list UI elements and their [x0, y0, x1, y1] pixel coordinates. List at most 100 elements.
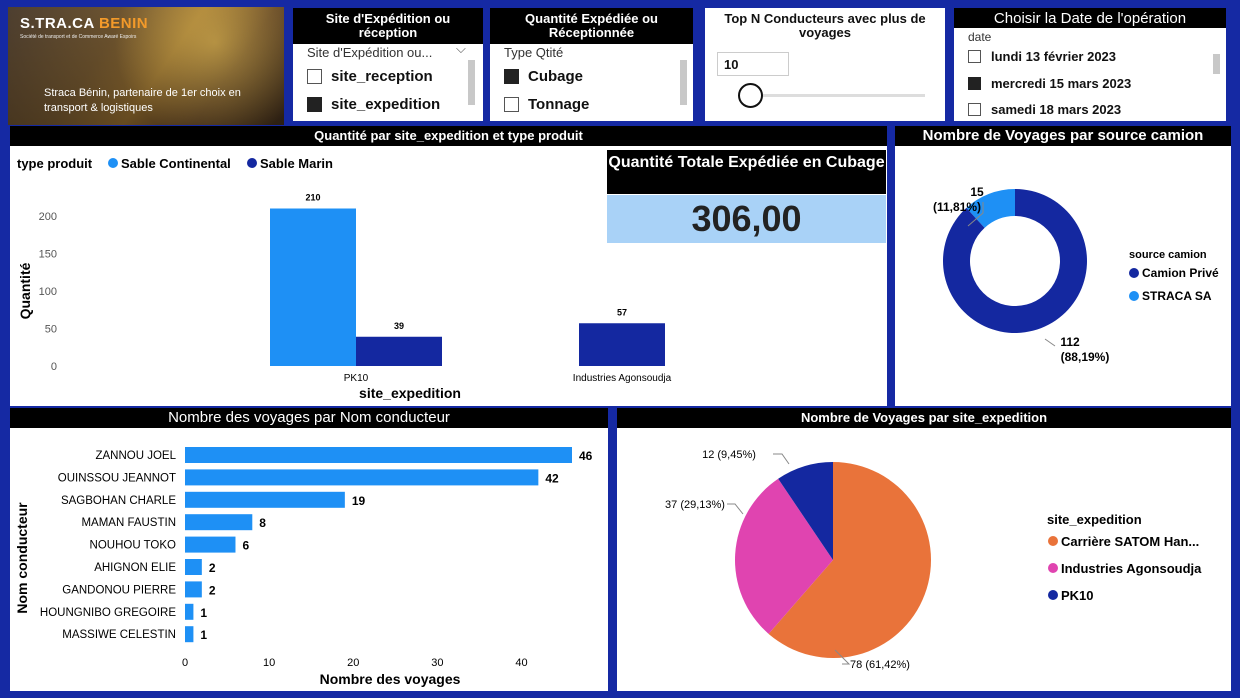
- quantity-by-site-chart-panel: Quantité par site_expedition et type pro…: [10, 126, 887, 406]
- x-tick-label: 20: [347, 657, 359, 669]
- legend-marker: [1129, 291, 1139, 301]
- bar[interactable]: [270, 208, 356, 367]
- data-label: 46: [579, 449, 593, 463]
- legend-label: PK10: [1061, 588, 1094, 603]
- bar[interactable]: [579, 323, 665, 366]
- data-label: 12 (9,45%): [702, 449, 756, 461]
- brand-subtitle: Société de transport et de Commerce Awar…: [20, 34, 137, 40]
- option-label: Tonnage: [528, 96, 590, 113]
- x-tick-label: 10: [263, 657, 275, 669]
- brand-suffix: BENIN: [98, 15, 149, 32]
- bar[interactable]: [185, 536, 236, 553]
- data-label: 6: [242, 539, 249, 553]
- top-n-value-input[interactable]: 10: [717, 52, 789, 76]
- legend-title: type produit: [17, 156, 93, 171]
- checkbox-checked-icon[interactable]: [307, 97, 322, 112]
- date-option[interactable]: samedi 18 mars 2023: [968, 102, 1121, 117]
- leader-line: [1044, 338, 1056, 347]
- data-label: 210: [305, 193, 320, 203]
- site-pie-chart: 12 (9,45%) 37 (29,13%) 78 (61,42%) site_…: [665, 449, 1202, 671]
- x-axis-label: Nombre des voyages: [320, 671, 461, 687]
- checkbox-icon[interactable]: [307, 69, 322, 84]
- leader-line: [773, 453, 790, 465]
- legend-title: source camion: [1129, 249, 1207, 261]
- legend-marker: [1048, 563, 1058, 573]
- legend-label: STRACA SA: [1142, 289, 1212, 303]
- option-label: mercredi 15 mars 2023: [991, 76, 1132, 91]
- x-tick-label: 40: [515, 657, 527, 669]
- checkbox-checked-icon[interactable]: [968, 77, 981, 90]
- chevron-down-icon[interactable]: ⌵: [456, 41, 466, 56]
- date-slicer-title: Choisir la Date de l'opération: [954, 8, 1226, 28]
- bar[interactable]: [356, 336, 442, 366]
- legend-label: Sable Marin: [260, 156, 333, 171]
- bar[interactable]: [185, 469, 539, 486]
- y-tick-label: OUINSSOU JEANNOT: [58, 472, 176, 484]
- site-option-expedition[interactable]: site_expedition: [307, 96, 440, 113]
- kpi-value: 306,00: [607, 195, 886, 243]
- data-label: 15: [970, 185, 984, 199]
- checkbox-icon[interactable]: [504, 97, 519, 112]
- site-option-reception[interactable]: site_reception: [307, 68, 433, 85]
- brand-name: S.TRA.CA BENIN: [20, 15, 148, 32]
- legend-marker: [1048, 590, 1058, 600]
- chart-title: Nombre de Voyages par site_expedition: [617, 408, 1231, 428]
- data-label: 8: [259, 516, 266, 530]
- company-logo-banner: S.TRA.CA BENIN Société de transport et d…: [8, 7, 284, 125]
- top-n-slider-handle[interactable]: [738, 83, 763, 108]
- legend-marker: [247, 158, 257, 168]
- date-option[interactable]: lundi 13 février 2023: [968, 49, 1116, 64]
- site-slicer: Site d'Expédition ou réception Site d'Ex…: [293, 8, 483, 121]
- quantity-slicer-title: Quantité Expédiée ou Réceptionnée: [490, 8, 693, 44]
- donut-slice[interactable]: [966, 189, 1015, 228]
- checkbox-checked-icon[interactable]: [504, 69, 519, 84]
- option-label: Cubage: [528, 68, 584, 85]
- x-tick-label: Industries Agonsoudja: [573, 373, 672, 384]
- checkbox-icon[interactable]: [968, 50, 981, 63]
- data-label: 2: [209, 561, 216, 575]
- pie-slice[interactable]: [768, 462, 931, 658]
- site-slicer-header[interactable]: Site d'Expédition ou...: [307, 45, 433, 60]
- x-tick-label: 0: [182, 657, 188, 669]
- legend-marker: [1129, 268, 1139, 278]
- voyages-by-site-panel: Nombre de Voyages par site_expedition 12…: [617, 408, 1231, 691]
- y-axis-label: Quantité: [17, 262, 33, 319]
- bar[interactable]: [185, 491, 345, 508]
- legend-label: Camion Privé: [1142, 266, 1219, 280]
- kpi-title: Quantité Totale Expédiée en Cubage: [608, 154, 885, 171]
- chart-title: Nombre de Voyages par source camion: [895, 126, 1231, 146]
- bar[interactable]: [185, 447, 572, 463]
- data-label: 2: [209, 583, 216, 597]
- chart-title: Nombre des voyages par Nom conducteur: [10, 408, 608, 428]
- brand-tagline: Straca Bénin, partenaire de 1er choix en…: [44, 87, 241, 114]
- checkbox-icon[interactable]: [968, 103, 981, 116]
- qty-option-cubage[interactable]: Cubage: [504, 68, 583, 85]
- y-tick-label: SAGBOHAN CHARLE: [61, 495, 176, 507]
- leader-line: [727, 503, 744, 515]
- date-slicer: Choisir la Date de l'opération date lund…: [954, 8, 1226, 121]
- y-tick-label: 0: [51, 361, 57, 373]
- scrollbar[interactable]: [468, 60, 475, 105]
- pie-slice[interactable]: [735, 478, 833, 634]
- leader-line: [834, 649, 851, 665]
- top-n-slicer: Top N Conducteurs avec plus de voyages 1…: [705, 8, 945, 121]
- bar[interactable]: [185, 626, 194, 643]
- truck-source-donut-chart: 15 (11,81%) 112 (88,19%) source camion C…: [933, 185, 1219, 364]
- y-tick-label: GANDONOU PIERRE: [62, 584, 176, 596]
- bar[interactable]: [185, 514, 253, 531]
- top-n-slider-track[interactable]: [740, 94, 925, 97]
- qty-option-tonnage[interactable]: Tonnage: [504, 96, 589, 113]
- x-tick-label: 30: [431, 657, 443, 669]
- pie-slice[interactable]: [778, 462, 833, 560]
- option-label: samedi 18 mars 2023: [991, 102, 1122, 117]
- date-option[interactable]: mercredi 15 mars 2023: [968, 76, 1131, 91]
- scrollbar[interactable]: [1213, 54, 1220, 74]
- data-label: 112: [1060, 335, 1080, 349]
- quantity-slicer-header: Type Qtité: [504, 45, 564, 60]
- bar[interactable]: [185, 581, 202, 598]
- scrollbar[interactable]: [680, 60, 687, 105]
- donut-slice[interactable]: [943, 189, 1087, 333]
- date-slicer-header: date: [968, 30, 992, 44]
- bar[interactable]: [185, 603, 194, 620]
- bar[interactable]: [185, 559, 202, 575]
